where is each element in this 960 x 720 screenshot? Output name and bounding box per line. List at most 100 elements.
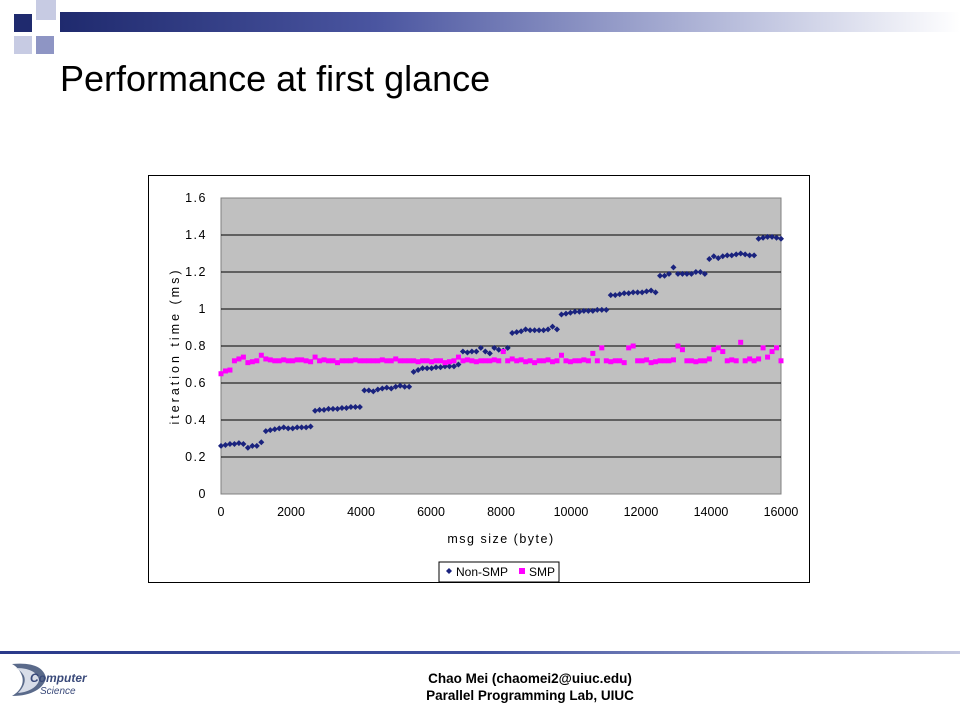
data-point-smp bbox=[760, 345, 766, 351]
data-point-smp bbox=[648, 360, 654, 366]
data-point-non-smp bbox=[648, 287, 655, 294]
data-point-non-smp bbox=[509, 330, 516, 337]
data-point-non-smp bbox=[594, 306, 601, 313]
data-point-non-smp bbox=[571, 308, 578, 315]
data-point-smp bbox=[258, 352, 264, 358]
data-point-smp bbox=[384, 358, 390, 364]
data-point-non-smp bbox=[598, 306, 605, 313]
header-gradient-bar bbox=[60, 12, 960, 32]
data-point-smp bbox=[245, 360, 251, 366]
data-point-non-smp bbox=[258, 439, 265, 446]
x-tick-label: 0 bbox=[218, 505, 225, 519]
data-point-smp bbox=[774, 345, 780, 351]
data-point-smp bbox=[778, 358, 784, 364]
data-point-non-smp bbox=[688, 270, 695, 277]
data-point-non-smp bbox=[361, 387, 368, 394]
data-point-non-smp bbox=[728, 252, 735, 259]
data-point-non-smp bbox=[491, 344, 498, 351]
data-point-smp bbox=[554, 358, 560, 364]
data-point-smp bbox=[326, 358, 332, 364]
data-point-smp bbox=[675, 343, 681, 349]
data-point-smp bbox=[572, 358, 578, 364]
data-point-non-smp bbox=[504, 344, 511, 351]
y-tick-label: 0.6 bbox=[185, 376, 207, 390]
data-point-non-smp bbox=[495, 346, 502, 353]
data-point-smp bbox=[536, 358, 542, 364]
data-point-smp bbox=[397, 358, 403, 364]
data-point-smp bbox=[505, 358, 511, 364]
data-point-non-smp bbox=[298, 424, 305, 431]
data-point-non-smp bbox=[343, 404, 350, 411]
data-point-non-smp bbox=[218, 442, 224, 449]
y-tick-label: 0.2 bbox=[185, 450, 207, 464]
data-point-smp bbox=[487, 358, 493, 364]
data-point-smp bbox=[500, 349, 506, 355]
data-point-non-smp bbox=[549, 323, 556, 330]
data-point-smp bbox=[303, 358, 309, 364]
data-point-smp bbox=[733, 358, 739, 364]
data-point-smp bbox=[496, 358, 502, 364]
legend-label-smp: SMP bbox=[529, 565, 555, 579]
data-point-non-smp bbox=[585, 307, 592, 314]
x-tick-label: 8000 bbox=[487, 505, 515, 519]
data-point-smp bbox=[236, 356, 242, 362]
data-point-non-smp bbox=[347, 404, 354, 411]
data-point-non-smp bbox=[715, 255, 722, 262]
data-point-smp bbox=[608, 359, 614, 365]
data-point-non-smp bbox=[419, 365, 426, 372]
data-point-non-smp bbox=[639, 289, 646, 296]
data-point-non-smp bbox=[737, 250, 744, 257]
x-axis-label: msg size (byte) bbox=[447, 532, 554, 546]
data-point-non-smp bbox=[303, 424, 310, 431]
data-point-smp bbox=[267, 357, 273, 363]
data-point-smp bbox=[567, 359, 573, 365]
data-point-non-smp bbox=[455, 361, 462, 368]
data-point-smp bbox=[321, 357, 327, 363]
data-point-non-smp bbox=[522, 326, 529, 333]
data-point-smp bbox=[263, 356, 269, 362]
data-point-smp bbox=[415, 359, 421, 365]
data-point-smp bbox=[541, 358, 547, 364]
data-point-non-smp bbox=[392, 383, 399, 390]
scatter-chart: 0 0.2 0.4 0.6 0.8 1 1.2 1.4 1.6 0 2000 4000 6000 800… bbox=[168, 191, 798, 582]
data-point-smp bbox=[679, 347, 685, 353]
data-point-smp bbox=[478, 358, 484, 364]
data-point-non-smp bbox=[253, 442, 260, 449]
data-point-non-smp bbox=[289, 425, 296, 432]
data-point-non-smp bbox=[576, 308, 583, 315]
data-point-non-smp bbox=[630, 289, 637, 296]
data-point-non-smp bbox=[325, 405, 332, 412]
data-point-non-smp bbox=[733, 251, 740, 258]
corner-square-mid bbox=[36, 36, 54, 54]
x-tick-label: 14000 bbox=[694, 505, 729, 519]
data-point-non-smp bbox=[330, 405, 336, 412]
data-point-non-smp bbox=[589, 307, 596, 314]
data-point-smp bbox=[630, 343, 636, 349]
data-point-non-smp bbox=[621, 290, 628, 297]
data-point-non-smp bbox=[446, 363, 453, 370]
data-point-smp bbox=[455, 354, 461, 360]
slide-title: Performance at first glance bbox=[60, 58, 491, 99]
data-point-non-smp bbox=[464, 349, 471, 356]
data-point-non-smp bbox=[226, 441, 233, 448]
data-point-non-smp bbox=[531, 327, 538, 334]
data-point-non-smp bbox=[643, 288, 650, 295]
data-point-non-smp bbox=[769, 233, 776, 240]
data-point-non-smp bbox=[294, 424, 301, 431]
data-point-non-smp bbox=[410, 368, 417, 375]
data-point-smp bbox=[545, 357, 551, 363]
data-point-non-smp bbox=[388, 385, 395, 392]
legend-box bbox=[438, 561, 560, 582]
data-point-non-smp bbox=[415, 367, 422, 374]
data-point-smp bbox=[411, 358, 417, 364]
data-point-smp bbox=[523, 359, 529, 365]
data-point-smp bbox=[558, 352, 564, 358]
data-point-smp bbox=[626, 345, 632, 351]
data-point-non-smp bbox=[352, 404, 359, 411]
data-point-non-smp bbox=[379, 385, 386, 392]
data-point-non-smp bbox=[724, 252, 731, 259]
data-point-smp bbox=[711, 347, 717, 353]
data-point-smp bbox=[460, 358, 466, 364]
data-point-smp bbox=[451, 358, 457, 364]
data-point-smp bbox=[581, 357, 587, 363]
